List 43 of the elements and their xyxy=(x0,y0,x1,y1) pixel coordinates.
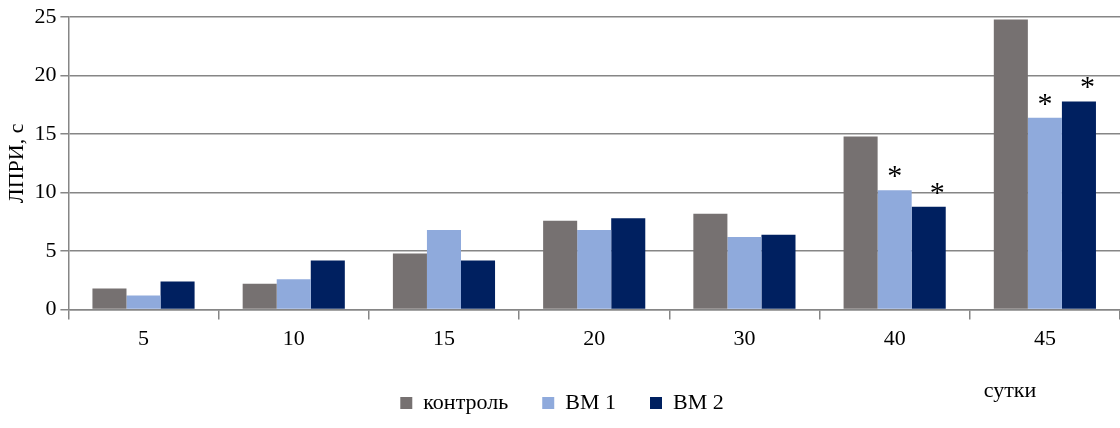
x-tick-label: 40 xyxy=(883,324,906,350)
x-tick-label: 20 xyxy=(583,324,606,350)
bar xyxy=(310,260,345,309)
x-tick-label: 30 xyxy=(733,324,756,350)
bar xyxy=(392,253,427,309)
y-axis-title: ЛПРИ, с xyxy=(2,123,28,204)
legend-label: контроль xyxy=(423,388,509,414)
y-tick-label: 0 xyxy=(45,295,57,321)
x-tick-label: 5 xyxy=(138,324,150,350)
bar xyxy=(160,281,195,309)
bar xyxy=(577,230,612,309)
bar xyxy=(761,234,796,309)
y-tick-label: 25 xyxy=(34,2,57,28)
x-tick-label: 45 xyxy=(1033,324,1056,350)
bar xyxy=(276,279,311,309)
bar xyxy=(877,190,912,309)
bar xyxy=(92,288,127,309)
annotation: * xyxy=(929,174,945,208)
annotation: * xyxy=(1037,85,1053,119)
annotation: * xyxy=(887,158,903,192)
legend-label: ВМ 1 xyxy=(565,388,616,414)
x-axis-title: сутки xyxy=(983,376,1037,402)
bar xyxy=(126,295,161,309)
y-tick-label: 10 xyxy=(34,178,57,204)
bar xyxy=(611,218,646,309)
y-tick-label: 15 xyxy=(34,119,57,145)
bar xyxy=(543,220,578,309)
bar xyxy=(911,206,946,309)
bar xyxy=(426,230,461,309)
bar xyxy=(727,237,762,309)
bar xyxy=(1027,117,1062,309)
x-tick-label: 10 xyxy=(282,324,305,350)
bar xyxy=(242,283,277,309)
y-tick-label: 5 xyxy=(45,236,57,262)
legend-label: ВМ 2 xyxy=(672,388,724,414)
bar xyxy=(843,136,878,309)
bar xyxy=(693,213,728,309)
annotation: * xyxy=(1079,69,1095,103)
x-tick-label: 15 xyxy=(432,324,455,350)
bar xyxy=(993,19,1028,309)
bar xyxy=(461,260,496,309)
y-tick-label: 20 xyxy=(34,61,57,87)
bar xyxy=(1061,101,1096,309)
